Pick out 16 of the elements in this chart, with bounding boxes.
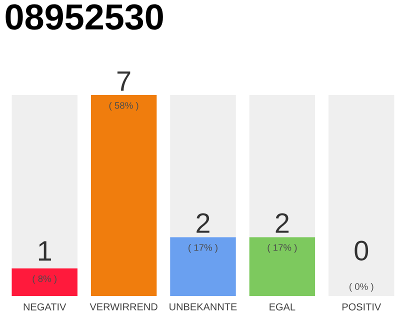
data-label: ( 58% ) <box>109 102 138 111</box>
annotation: 2 <box>276 213 289 233</box>
annotation: ( 0% ) <box>350 283 374 292</box>
x-tick-label: UNBEKANNTE <box>170 303 237 310</box>
x-tick-label: VERWIRREND <box>90 303 158 310</box>
data-label: ( 17% ) <box>188 244 218 253</box>
x-tick-label: NEGATIV <box>24 303 66 310</box>
annotation: 2 <box>196 213 210 233</box>
annotation: 1 <box>38 241 52 261</box>
data-label: ( 17% ) <box>268 244 297 253</box>
x-tick-label: POSITIV <box>342 303 382 310</box>
annotation: 0 <box>354 240 368 261</box>
annotation: 7 <box>117 71 130 91</box>
data-label: ( 8% ) <box>32 275 56 284</box>
chart-title: 08952530 <box>6 4 163 30</box>
x-tick-label: EGAL <box>270 303 296 310</box>
